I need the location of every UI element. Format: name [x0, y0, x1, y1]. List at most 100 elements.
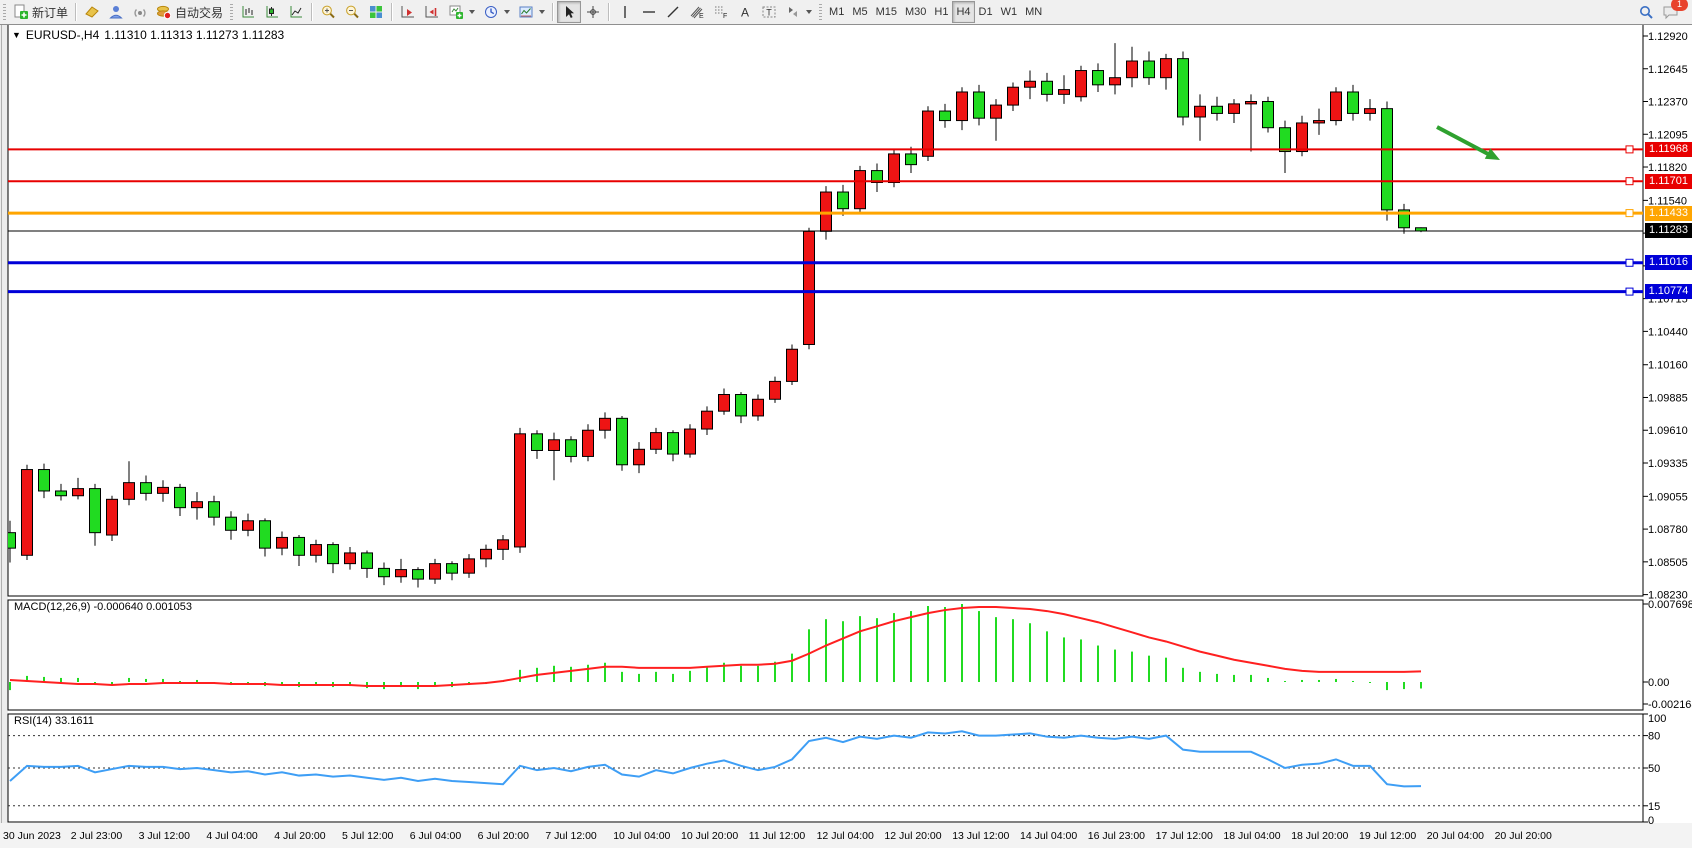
- price-axis-tick: 1.08505: [1648, 557, 1688, 569]
- trendline-button[interactable]: [661, 1, 685, 23]
- candle-body: [1364, 108, 1376, 114]
- timeframe-w1-button[interactable]: W1: [997, 1, 1022, 23]
- candle-body: [531, 433, 543, 451]
- candle-body: [667, 432, 679, 455]
- hline-handle[interactable]: [1625, 145, 1634, 154]
- candle-body: [1194, 105, 1206, 118]
- time-axis-label: 12 Jul 04:00: [817, 830, 874, 842]
- timeframes-dropdown[interactable]: [479, 1, 514, 23]
- client-center-button[interactable]: [104, 1, 128, 23]
- candle-body: [1262, 101, 1274, 129]
- candle-body: [888, 153, 900, 183]
- trend-arrow-annotation[interactable]: [1436, 125, 1500, 160]
- macd-histogram-bar: [77, 677, 79, 682]
- macd-histogram-bar: [1029, 623, 1031, 682]
- macd-histogram-bar: [808, 629, 810, 682]
- timeframe-m1-button[interactable]: M1: [825, 1, 848, 23]
- price-tag-resistance-2[interactable]: 1.11701: [1645, 174, 1692, 189]
- toolbar-gripper: [3, 4, 6, 20]
- broadcast-button[interactable]: [128, 1, 152, 23]
- rsi-line: [9, 730, 1422, 788]
- candle-body: [259, 520, 271, 549]
- time-axis-label: 20 Jul 04:00: [1427, 830, 1484, 842]
- timeframe-h1-button[interactable]: H1: [930, 1, 952, 23]
- timeframe-mn-button[interactable]: MN: [1021, 1, 1046, 23]
- candle-body: [599, 417, 611, 431]
- horizontal-line-button[interactable]: [637, 1, 661, 23]
- bar-chart-button[interactable]: [236, 1, 260, 23]
- candlestick-chart-button[interactable]: [260, 1, 284, 23]
- chart-collapse-icon[interactable]: ▼: [12, 30, 21, 40]
- macd-histogram-bar: [723, 662, 725, 682]
- macd-histogram-bar: [910, 611, 912, 682]
- tile-windows-button[interactable]: [364, 1, 388, 23]
- timeframe-h4-button[interactable]: H4: [952, 1, 975, 23]
- vertical-line-button[interactable]: [613, 1, 637, 23]
- price-axis-tick: 1.12920: [1648, 31, 1688, 43]
- toolbar-gripper: [230, 4, 234, 20]
- toolbar-separator: [311, 3, 314, 21]
- equidistant-channel-button[interactable]: E: [685, 1, 709, 23]
- candle-body: [21, 469, 33, 556]
- price-tag-support-1[interactable]: 1.11016: [1645, 255, 1692, 270]
- auto-scroll-button[interactable]: [396, 1, 420, 23]
- candle-body: [871, 170, 883, 183]
- chart-shift-button[interactable]: [420, 1, 444, 23]
- candle-body: [803, 230, 815, 345]
- macd-histogram-bar: [1063, 637, 1065, 682]
- timeframe-m15-button[interactable]: M15: [872, 1, 901, 23]
- cursor-button[interactable]: [557, 1, 582, 23]
- fibonacci-button[interactable]: F: [709, 1, 733, 23]
- new-chart-dropdown[interactable]: [444, 1, 479, 23]
- template-icon: [519, 6, 533, 18]
- new-order-button[interactable]: 新订单: [9, 1, 72, 23]
- zoom-out-button[interactable]: [340, 1, 364, 23]
- line-chart-button[interactable]: [284, 1, 308, 23]
- text-label-button[interactable]: T: [757, 1, 781, 23]
- macd-histogram-bar: [689, 670, 691, 682]
- candle-body: [446, 563, 458, 574]
- hline-handle[interactable]: [1625, 287, 1634, 296]
- arrows-dropdown[interactable]: [781, 1, 816, 23]
- macd-histogram-bar: [604, 662, 606, 682]
- price-tag-support-2[interactable]: 1.10774: [1645, 284, 1692, 299]
- crosshair-button[interactable]: [581, 1, 605, 23]
- trendline-icon: [667, 6, 679, 18]
- candle-body: [38, 469, 50, 492]
- candle-body: [106, 498, 118, 536]
- candle-body: [1143, 60, 1155, 79]
- timeframe-m5-button[interactable]: M5: [848, 1, 871, 23]
- candle-body: [837, 191, 849, 210]
- text-button[interactable]: A: [733, 1, 757, 23]
- timeframe-d1-button[interactable]: D1: [975, 1, 997, 23]
- toolbar-separator: [75, 3, 78, 21]
- macd-histogram-bar: [1216, 673, 1218, 682]
- time-axis-label: 6 Jul 04:00: [410, 830, 462, 842]
- macd-histogram-bar: [1335, 678, 1337, 682]
- macd-histogram-bar: [876, 618, 878, 682]
- chevron-down-icon: [806, 10, 813, 14]
- timeframe-m30-button[interactable]: M30: [901, 1, 930, 23]
- svg-text:T: T: [766, 8, 772, 18]
- gold-button[interactable]: [80, 1, 104, 23]
- candle-body: [378, 567, 390, 578]
- timeframe-label: H4: [956, 6, 971, 18]
- candle-body: [905, 153, 917, 166]
- notifications-button[interactable]: 1: [1658, 0, 1688, 23]
- candle-body: [174, 486, 186, 509]
- templates-dropdown[interactable]: [514, 1, 549, 23]
- price-tag-resistance-1[interactable]: 1.11968: [1645, 142, 1692, 157]
- macd-histogram-bar: [1046, 631, 1048, 682]
- zoom-in-button[interactable]: [316, 1, 340, 23]
- hline-handle[interactable]: [1625, 258, 1634, 267]
- hline-handle[interactable]: [1625, 177, 1634, 186]
- toolbar-separator: [391, 3, 394, 21]
- candle-body: [1092, 70, 1104, 86]
- auto-trading-button[interactable]: 自动交易: [152, 1, 227, 23]
- price-tag-pivot[interactable]: 1.11433: [1645, 206, 1692, 221]
- time-axis-label: 2 Jul 23:00: [71, 830, 123, 842]
- candle-body: [922, 110, 934, 157]
- hline-handle[interactable]: [1625, 209, 1634, 218]
- search-button[interactable]: [1634, 1, 1658, 23]
